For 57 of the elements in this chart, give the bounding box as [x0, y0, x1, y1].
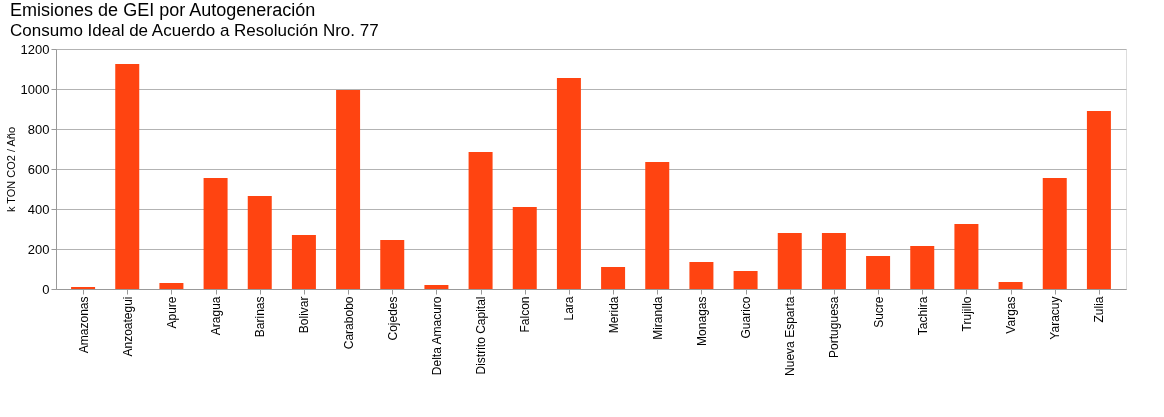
x-tick-label: Monagas	[694, 296, 709, 346]
x-tick-label: Tachira	[915, 296, 930, 336]
y-tick-label: 600	[27, 161, 50, 177]
x-tick-label: Anzoategui	[120, 296, 135, 357]
y-tick-label: 800	[27, 121, 50, 137]
bar	[821, 233, 846, 289]
bar	[468, 152, 493, 289]
x-tick-label: Carabobo	[341, 296, 356, 350]
bar	[998, 282, 1023, 289]
bar	[556, 78, 581, 289]
x-tick-label: Barinas	[253, 296, 268, 338]
x-tick-label: Nueva Esparta	[783, 296, 798, 376]
bar	[866, 256, 891, 289]
bar	[424, 285, 449, 289]
y-axis-title: k TON CO2 / Año	[4, 126, 17, 213]
y-tick-label: 0	[42, 281, 50, 297]
bar	[1042, 178, 1067, 289]
x-tick-label: Falcon	[518, 296, 533, 333]
x-tick-label: Trujillo	[959, 296, 974, 332]
y-tick-label: 1000	[20, 81, 50, 97]
x-tick-label: Vargas	[1004, 296, 1019, 334]
x-tick-label: Merida	[606, 296, 621, 334]
y-tick-label: 1200	[20, 41, 50, 57]
x-tick-label: Distrito Capital	[474, 296, 489, 375]
x-tick-label: Guarico	[739, 296, 754, 339]
bar	[291, 235, 316, 289]
bar	[336, 90, 361, 289]
bar	[203, 178, 228, 289]
x-tick-label: Yaracuy	[1048, 296, 1063, 340]
x-tick-label: Miranda	[650, 296, 665, 340]
y-tick-label: 400	[27, 201, 50, 217]
bar	[247, 196, 272, 289]
chart-subtitle: Consumo Ideal de Acuerdo a Resolución Nro. 77	[10, 21, 379, 40]
bar	[733, 271, 758, 289]
x-tick-label: Bolivar	[297, 296, 312, 334]
x-tick-label: Portuguesa	[827, 296, 842, 358]
x-tick-label: Delta Amacuro	[429, 296, 444, 376]
bar	[777, 233, 802, 289]
x-tick-label: Amazonas	[76, 296, 91, 354]
x-tick-label: Sucre	[871, 296, 886, 328]
bar	[954, 224, 979, 289]
bar	[601, 267, 626, 289]
bar	[380, 240, 405, 289]
x-tick-label: Zulia	[1092, 296, 1107, 323]
x-tick-label: Apure	[164, 296, 179, 329]
chart-title: Emisiones de GEI por Autogeneración	[10, 0, 316, 20]
y-tick-label: 200	[27, 241, 50, 257]
bar	[115, 64, 140, 289]
bar	[910, 246, 935, 289]
x-tick-label: Lara	[562, 296, 577, 321]
bar	[1086, 111, 1111, 289]
x-tick-label: Cojedes	[385, 296, 400, 341]
bar	[159, 283, 184, 289]
bar	[512, 207, 537, 289]
bar	[689, 262, 714, 289]
x-tick-label: Aragua	[209, 296, 224, 336]
bar	[645, 162, 670, 289]
